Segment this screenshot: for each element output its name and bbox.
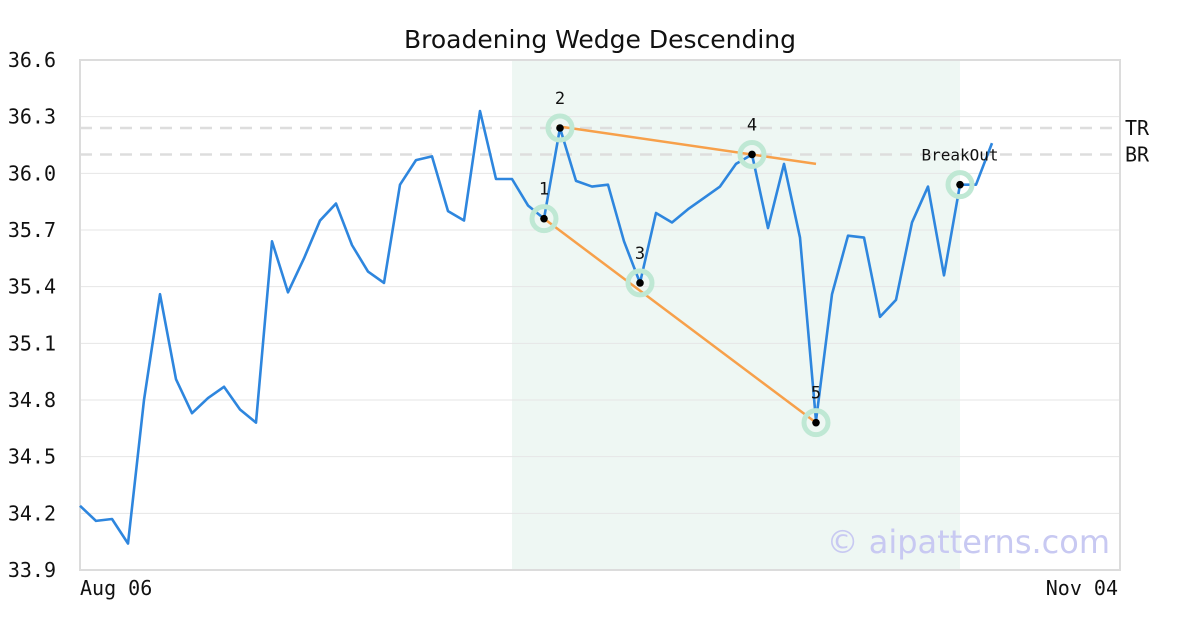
pattern-point-label: 4 [747, 115, 757, 135]
x-tick-label: Nov 04 [1046, 576, 1118, 600]
x-axis-ticks: Aug 06 Nov 04 [80, 576, 1118, 600]
pattern-point-dot [556, 124, 564, 132]
pattern-markers: 1 2 3 4 5 BreakOut [529, 89, 999, 438]
pattern-point-ring [529, 204, 559, 234]
pattern-shaded-region [512, 60, 960, 570]
breakout-label: BreakOut [921, 146, 998, 165]
pattern-point-ring [801, 408, 831, 438]
pattern-point-dot [748, 150, 756, 159]
lower-trendline [543, 217, 817, 424]
y-tick-label: 35.7 [8, 218, 56, 242]
pattern-point-ring [945, 170, 975, 200]
y-tick-label: 34.5 [8, 445, 56, 469]
pattern-point-label: 1 [539, 180, 549, 200]
y-tick-label: 35.4 [8, 275, 56, 299]
y-tick-label: 36.0 [8, 161, 56, 185]
y-tick-label: 36.6 [8, 48, 56, 72]
chart-title: Broadening Wedge Descending [404, 25, 796, 54]
pattern-point-ring [545, 113, 575, 143]
pattern-point-label: 2 [555, 89, 565, 109]
pattern-point-dot [636, 279, 644, 287]
y-tick-label: 35.1 [8, 331, 56, 355]
plot-frame [79, 59, 1121, 571]
y-axis-ticks: 33.9 34.2 34.5 34.8 35.1 35.4 35.7 36.0 36.3 36.6 [8, 48, 56, 582]
level-lines [80, 126, 1120, 156]
y-tick-label: 34.2 [8, 501, 56, 525]
pattern-point-dot [956, 180, 964, 189]
y-tick-label: 33.9 [8, 558, 56, 582]
watermark: © aipatterns.com [827, 523, 1110, 561]
pattern-point-dot [540, 214, 548, 223]
pattern-point-ring [625, 268, 655, 298]
pattern-point-label: 5 [811, 384, 821, 404]
y-tick-label: 36.3 [8, 105, 56, 129]
pattern-point-dot [812, 418, 820, 427]
level-label: BR [1125, 142, 1150, 166]
level-label: TR [1125, 116, 1150, 140]
pattern-point-label: 3 [635, 244, 645, 264]
x-tick-label: Aug 06 [80, 576, 152, 600]
y-tick-label: 34.8 [8, 388, 56, 412]
upper-trendline [556, 124, 817, 166]
pattern-point-ring [737, 139, 767, 169]
